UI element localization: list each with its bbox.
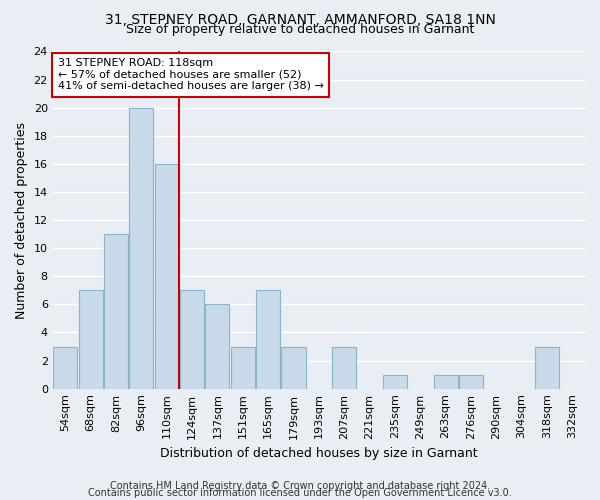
Text: 31, STEPNEY ROAD, GARNANT, AMMANFORD, SA18 1NN: 31, STEPNEY ROAD, GARNANT, AMMANFORD, SA… — [104, 12, 496, 26]
Bar — [79, 290, 103, 388]
Bar — [205, 304, 229, 388]
Text: 31 STEPNEY ROAD: 118sqm
← 57% of detached houses are smaller (52)
41% of semi-de: 31 STEPNEY ROAD: 118sqm ← 57% of detache… — [58, 58, 324, 92]
Text: Contains HM Land Registry data © Crown copyright and database right 2024.: Contains HM Land Registry data © Crown c… — [110, 481, 490, 491]
Bar — [256, 290, 280, 388]
X-axis label: Distribution of detached houses by size in Garnant: Distribution of detached houses by size … — [160, 447, 478, 460]
Bar — [155, 164, 179, 388]
Bar — [383, 374, 407, 388]
Text: Size of property relative to detached houses in Garnant: Size of property relative to detached ho… — [126, 22, 474, 36]
Bar — [104, 234, 128, 388]
Text: Contains public sector information licensed under the Open Government Licence v3: Contains public sector information licen… — [88, 488, 512, 498]
Bar — [53, 346, 77, 389]
Bar — [180, 290, 204, 388]
Bar — [535, 346, 559, 389]
Bar — [281, 346, 305, 389]
Bar — [332, 346, 356, 389]
Bar — [434, 374, 458, 388]
Bar — [231, 346, 255, 389]
Bar — [130, 108, 154, 388]
Y-axis label: Number of detached properties: Number of detached properties — [15, 122, 28, 318]
Bar — [459, 374, 483, 388]
